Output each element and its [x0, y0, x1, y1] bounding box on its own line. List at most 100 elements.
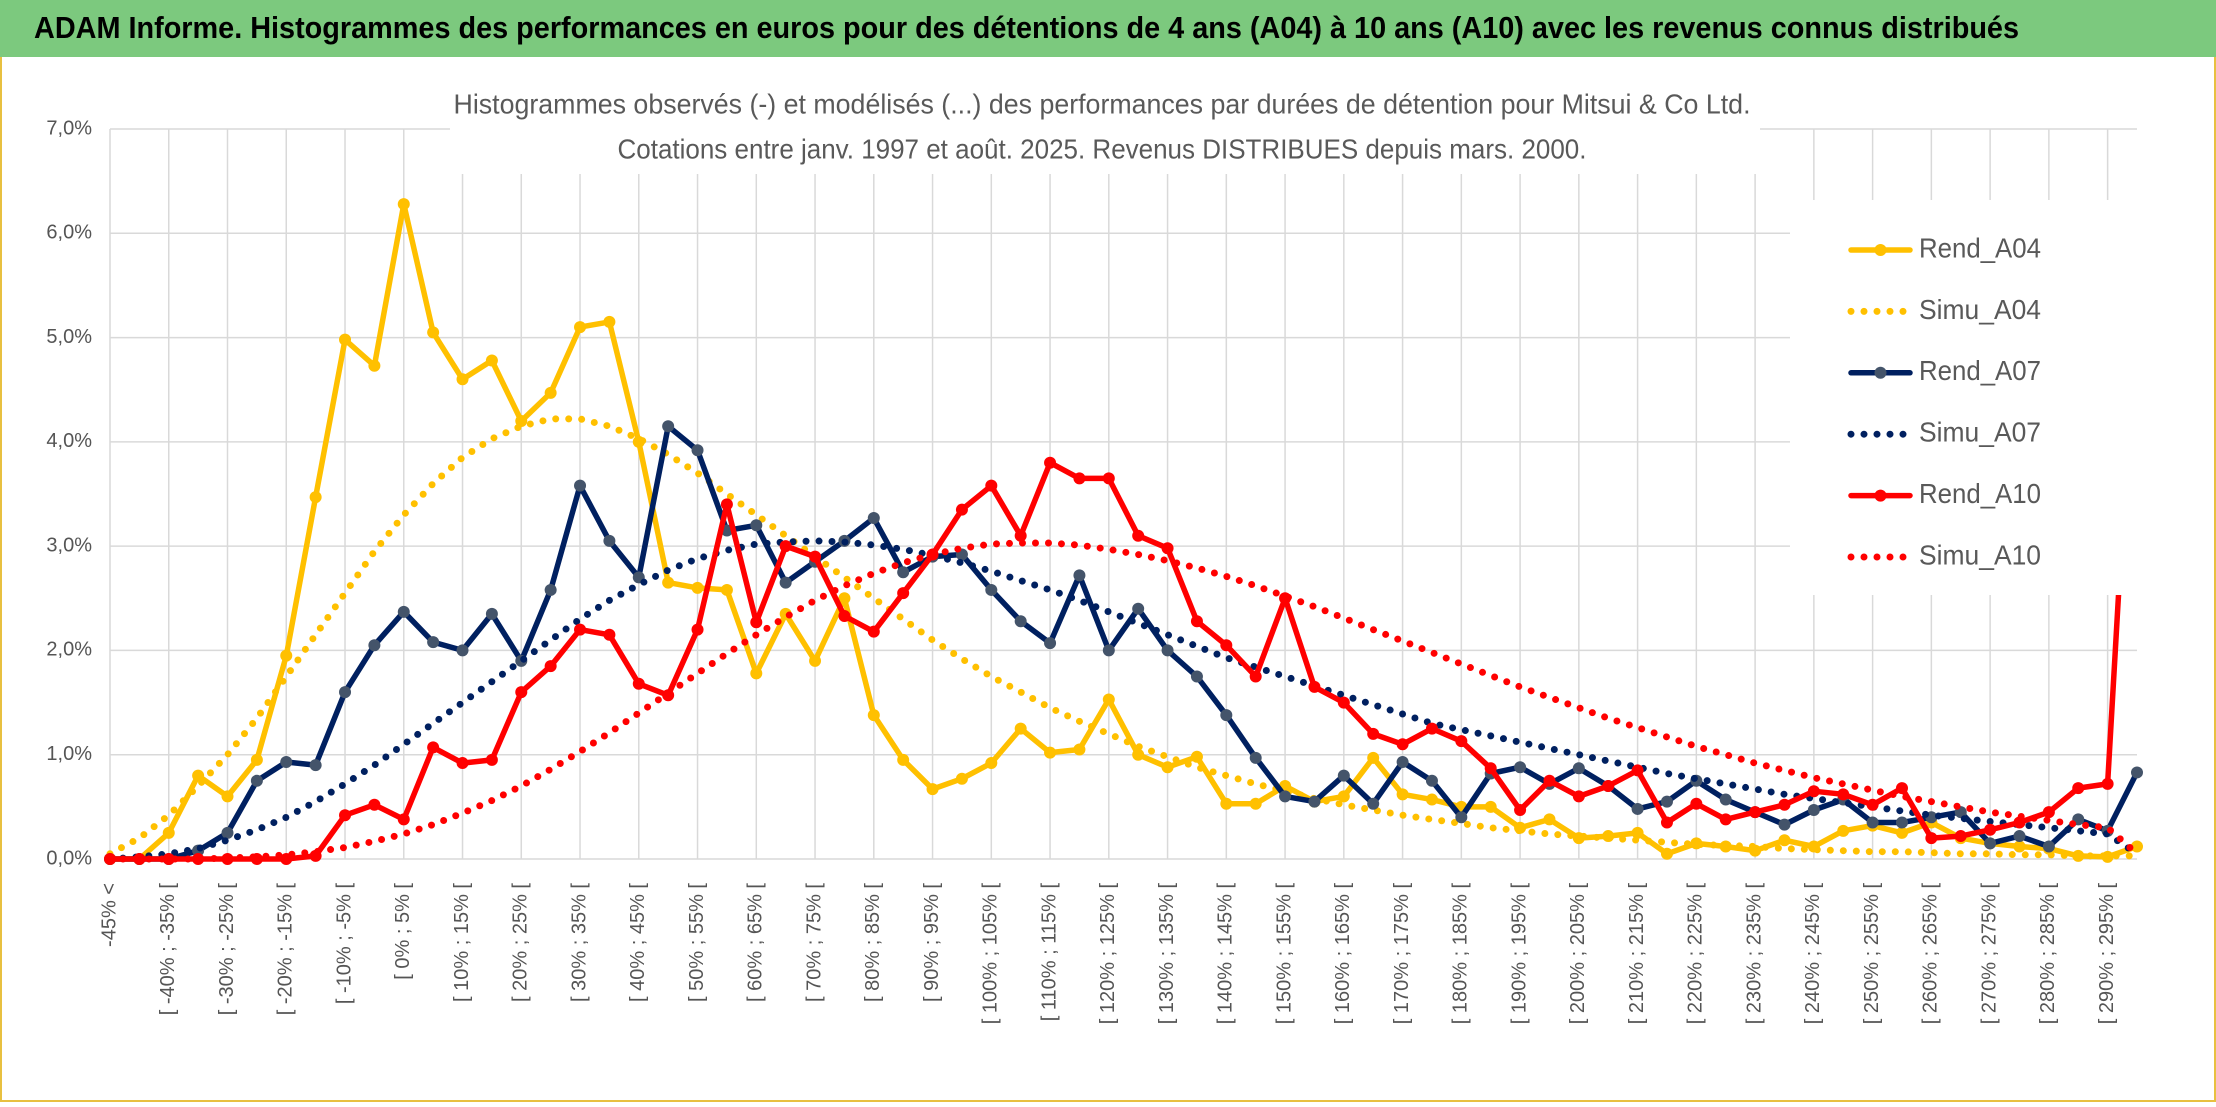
- x-tick-label: [ 240% ; 245% [: [1802, 883, 1824, 1025]
- point: [897, 587, 910, 600]
- point: [955, 772, 968, 785]
- point: [1044, 456, 1057, 469]
- point: [544, 386, 557, 399]
- point: [1514, 761, 1527, 774]
- x-tick-label: [ 90% ; 95% [: [921, 883, 943, 1002]
- y-tick-label: 7,0%: [46, 117, 92, 139]
- point: [1132, 602, 1145, 615]
- point: [1279, 790, 1292, 803]
- x-tick-label: [ 180% ; 185% [: [1450, 883, 1472, 1025]
- series-line: [107, 423, 2140, 862]
- point: [1337, 790, 1350, 803]
- x-tick-label: [ 230% ; 235% [: [1743, 883, 1765, 1025]
- y-tick-label: 4,0%: [46, 430, 92, 452]
- point: [1073, 472, 1086, 485]
- point: [867, 625, 880, 638]
- point: [1984, 837, 1997, 850]
- point: [720, 583, 733, 596]
- point: [515, 415, 528, 427]
- point: [1161, 644, 1174, 657]
- point: [1396, 788, 1409, 801]
- point: [1396, 756, 1409, 769]
- series-line: [107, 272, 2140, 862]
- x-tick-label: [ 110% ; 115% [: [1038, 883, 1060, 1022]
- point: [1367, 797, 1380, 810]
- point: [955, 503, 968, 516]
- point: [809, 654, 822, 667]
- x-tick-label: [ 10% ; 15% [: [451, 883, 473, 1002]
- point: [779, 576, 792, 589]
- point: [2042, 840, 2055, 853]
- point: [221, 826, 234, 839]
- grid: -45% < [ -40% ; -35% [[ -30% ; -25% [[ -2…: [46, 117, 2137, 1024]
- point: [1631, 802, 1644, 815]
- point: [632, 677, 645, 690]
- y-tick-label: 6,0%: [46, 222, 92, 244]
- point: [1837, 788, 1850, 801]
- series-line: [107, 201, 2140, 862]
- point: [1837, 824, 1850, 837]
- point: [1073, 569, 1086, 582]
- point: [1719, 813, 1732, 826]
- legend-label: Rend_A10: [1919, 478, 2041, 509]
- point: [1631, 764, 1644, 777]
- point: [1807, 785, 1820, 798]
- point: [838, 610, 851, 623]
- x-tick-label: [ 160% ; 165% [: [1332, 883, 1354, 1025]
- point: [750, 519, 763, 532]
- point: [1308, 795, 1321, 808]
- point: [720, 498, 733, 511]
- point: [1249, 670, 1262, 683]
- point: [985, 479, 998, 492]
- x-tick-label: [ -30% ; -25% [: [216, 883, 238, 1016]
- x-tick-label: [ 130% ; 135% [: [1156, 883, 1178, 1025]
- point: [1895, 826, 1908, 839]
- point: [397, 813, 410, 826]
- point: [368, 639, 381, 652]
- point: [1220, 709, 1233, 722]
- point: [691, 623, 704, 636]
- legend-background: [1790, 200, 2170, 595]
- y-tick-label: 1,0%: [46, 743, 92, 765]
- point: [1425, 722, 1438, 735]
- point: [250, 774, 263, 787]
- point: [1190, 615, 1203, 628]
- point: [1984, 823, 1997, 836]
- point: [339, 809, 352, 822]
- point: [1161, 761, 1174, 774]
- point: [1425, 774, 1438, 787]
- point: [750, 616, 763, 629]
- point: [221, 790, 234, 803]
- point: [1807, 803, 1820, 816]
- point: [1308, 680, 1321, 693]
- point: [1455, 811, 1468, 824]
- legend-label: Simu_A07: [1919, 417, 2041, 448]
- x-tick-label: [ -20% ; -15% [: [275, 883, 297, 1016]
- point: [1925, 832, 1938, 845]
- point: [603, 534, 616, 547]
- x-tick-label: [ 20% ; 25% [: [510, 883, 532, 1002]
- point: [1455, 735, 1468, 748]
- x-tick-label: [ -10% ; -5% [: [333, 883, 355, 1005]
- point: [1602, 780, 1615, 792]
- point: [1778, 818, 1791, 831]
- point: [1660, 847, 1673, 860]
- point: [162, 853, 175, 865]
- point: [1895, 782, 1908, 795]
- point: [1161, 542, 1174, 555]
- point: [368, 359, 381, 372]
- point: [1220, 639, 1233, 652]
- point: [897, 753, 910, 766]
- title-background: [450, 84, 1760, 174]
- point: [1396, 738, 1409, 751]
- point: [985, 757, 998, 770]
- point: [1014, 615, 1027, 628]
- point: [1660, 795, 1673, 808]
- legend-label: Simu_A04: [1919, 294, 2041, 325]
- y-tick-label: 2,0%: [46, 639, 92, 661]
- point: [926, 783, 939, 796]
- point: [2013, 830, 2026, 843]
- point: [1220, 797, 1233, 810]
- x-tick-label: [ 100% ; 105% [: [980, 883, 1002, 1025]
- series-group: [104, 198, 2143, 865]
